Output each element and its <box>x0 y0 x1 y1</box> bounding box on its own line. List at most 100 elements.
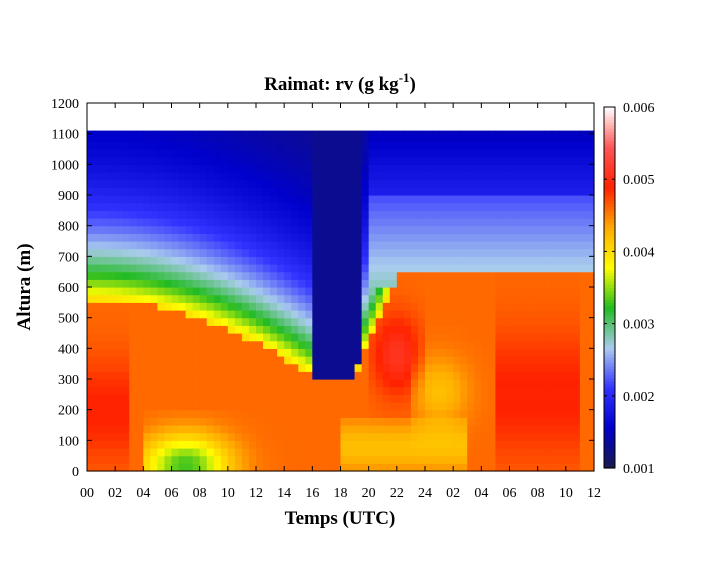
heatmap-cell <box>319 348 328 357</box>
heatmap-cell <box>551 248 560 257</box>
heatmap-cell <box>326 340 335 349</box>
heatmap-cell <box>389 409 398 418</box>
heatmap-cell <box>171 463 180 472</box>
heatmap-cell <box>291 310 299 319</box>
heatmap-cell <box>488 225 497 234</box>
heatmap-cell <box>481 417 489 426</box>
heatmap-cell <box>439 317 447 326</box>
heatmap-cell <box>101 440 109 449</box>
heatmap-cell <box>495 287 504 296</box>
heatmap-cell <box>403 172 412 181</box>
colorbar-band <box>604 266 615 271</box>
heatmap-cell <box>284 402 292 411</box>
heatmap-cell <box>361 302 370 311</box>
heatmap-cell <box>417 363 426 372</box>
colorbar-band <box>604 389 615 394</box>
heatmap-cell <box>150 356 159 365</box>
heatmap-cell <box>305 325 313 334</box>
heatmap-cell <box>164 402 173 411</box>
heatmap-cell <box>171 402 180 411</box>
heatmap-cell <box>108 394 116 403</box>
heatmap-cell <box>312 317 320 326</box>
heatmap-cell <box>565 172 574 181</box>
heatmap-cell <box>115 149 123 158</box>
heatmap-cell <box>213 317 222 326</box>
heatmap-cell <box>396 317 405 326</box>
heatmap-cell <box>206 256 215 265</box>
colorbar-band <box>604 221 615 225</box>
heatmap-cell <box>509 394 518 403</box>
heatmap-cell <box>241 149 250 158</box>
heatmap-cell <box>108 172 116 181</box>
heatmap-cell <box>234 317 243 326</box>
heatmap-cell <box>94 172 102 181</box>
heatmap-cell <box>284 195 292 204</box>
heatmap-cell <box>382 386 391 395</box>
heatmap-cell <box>305 156 313 165</box>
heatmap-cell <box>171 371 180 380</box>
heatmap-cell <box>565 256 574 265</box>
heatmap-cell <box>368 172 377 181</box>
heatmap-cell <box>157 225 166 234</box>
heatmap-cell <box>417 233 426 242</box>
heatmap-cell <box>410 463 419 472</box>
heatmap-cell <box>326 164 335 173</box>
heatmap-cell <box>326 310 335 319</box>
heatmap-cell <box>101 348 109 357</box>
heatmap-cell <box>382 363 391 372</box>
heatmap-cell <box>284 463 292 472</box>
heatmap-cell <box>537 379 546 388</box>
heatmap-cell <box>396 417 405 426</box>
heatmap-cell <box>108 325 116 334</box>
heatmap-cell <box>516 432 525 441</box>
heatmap-cell <box>565 233 574 242</box>
heatmap-cell <box>396 149 405 158</box>
colorbar-band <box>604 353 615 358</box>
heatmap-cell <box>227 225 236 234</box>
heatmap-cell <box>101 225 109 234</box>
heatmap-cell <box>206 425 215 434</box>
heatmap-cell <box>502 432 511 441</box>
heatmap-cell <box>460 210 468 219</box>
heatmap-cell <box>523 356 532 365</box>
heatmap-cell <box>248 241 257 250</box>
heatmap-cell <box>474 432 482 441</box>
heatmap-cell <box>439 279 447 288</box>
heatmap-cell <box>417 164 426 173</box>
heatmap-cell <box>439 425 447 434</box>
colorbar-band <box>604 239 615 243</box>
heatmap-cell <box>439 187 447 196</box>
heatmap-cell <box>87 432 95 441</box>
heatmap-cell <box>164 333 173 342</box>
heatmap-cell <box>171 218 180 227</box>
heatmap-cell <box>460 195 468 204</box>
heatmap-cell <box>361 448 370 457</box>
heatmap-cell <box>326 195 335 204</box>
heatmap-cell <box>453 386 461 395</box>
heatmap-cell <box>403 248 412 257</box>
heatmap-cell <box>460 264 468 273</box>
heatmap-cell <box>319 218 328 227</box>
heatmap-cell <box>382 432 391 441</box>
heatmap-cell <box>291 141 299 150</box>
heatmap-cell <box>375 164 384 173</box>
heatmap-cell <box>446 149 454 158</box>
heatmap-cell <box>136 394 144 403</box>
heatmap-cell <box>425 287 433 296</box>
heatmap-cell <box>305 448 313 457</box>
heatmap-cell <box>579 394 588 403</box>
heatmap-cell <box>171 156 180 165</box>
heatmap-cell <box>495 179 504 188</box>
heatmap-cell <box>579 210 588 219</box>
heatmap-cell <box>474 287 482 296</box>
heatmap-cell <box>417 402 426 411</box>
x-tick-label: 22 <box>390 486 404 501</box>
heatmap-cell <box>333 356 342 365</box>
heatmap-cell <box>277 448 285 457</box>
heatmap-cell <box>460 340 468 349</box>
heatmap-cell <box>326 133 335 142</box>
heatmap-cell <box>87 202 95 211</box>
heatmap-cell <box>199 279 208 288</box>
heatmap-cell <box>537 394 546 403</box>
heatmap-cell <box>516 133 525 142</box>
